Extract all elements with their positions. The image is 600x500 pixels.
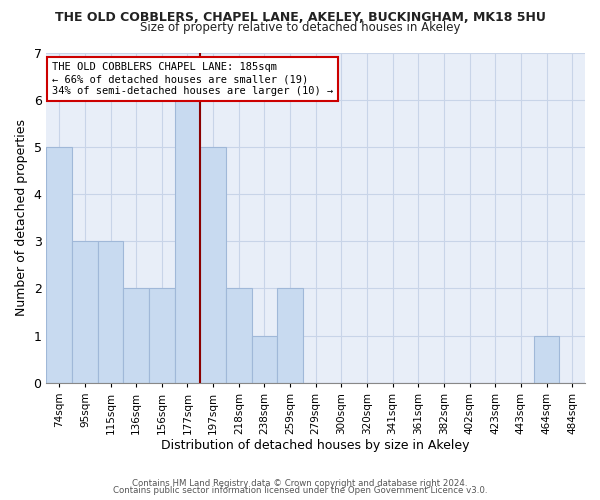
Text: THE OLD COBBLERS CHAPEL LANE: 185sqm
← 66% of detached houses are smaller (19)
3: THE OLD COBBLERS CHAPEL LANE: 185sqm ← 6… [52,62,333,96]
Text: Size of property relative to detached houses in Akeley: Size of property relative to detached ho… [140,21,460,34]
Bar [251,336,277,383]
Bar [124,288,149,383]
Text: Contains public sector information licensed under the Open Government Licence v3: Contains public sector information licen… [113,486,487,495]
Text: Contains HM Land Registry data © Crown copyright and database right 2024.: Contains HM Land Registry data © Crown c… [132,478,468,488]
Bar [534,336,559,383]
Bar [98,241,124,383]
X-axis label: Distribution of detached houses by size in Akeley: Distribution of detached houses by size … [161,440,470,452]
Text: THE OLD COBBLERS, CHAPEL LANE, AKELEY, BUCKINGHAM, MK18 5HU: THE OLD COBBLERS, CHAPEL LANE, AKELEY, B… [55,11,545,24]
Bar [46,147,72,383]
Bar [72,241,98,383]
Y-axis label: Number of detached properties: Number of detached properties [15,119,28,316]
Bar [277,288,303,383]
Bar [175,100,200,383]
Bar [226,288,251,383]
Bar [149,288,175,383]
Bar [200,147,226,383]
